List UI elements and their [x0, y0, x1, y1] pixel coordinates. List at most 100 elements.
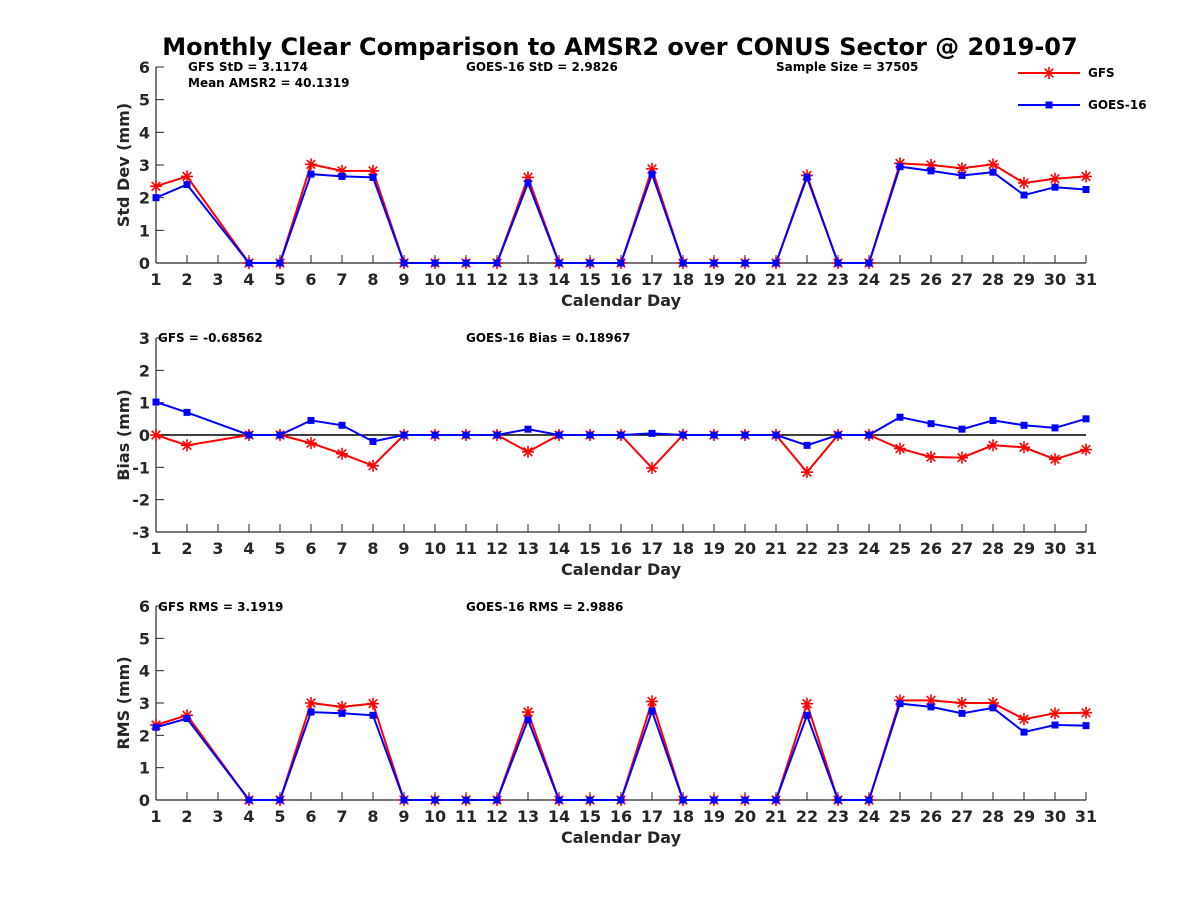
data-point — [956, 697, 968, 709]
x-tick-label: 21 — [765, 807, 787, 826]
legend-marker-gfs — [1043, 67, 1055, 79]
x-tick-label: 4 — [243, 270, 254, 289]
x-tick-label: 11 — [455, 807, 477, 826]
x-tick-label: 23 — [827, 807, 849, 826]
data-point — [245, 431, 253, 439]
data-point — [1020, 191, 1028, 199]
x-axis-label: Calendar Day — [561, 828, 682, 847]
data-point — [524, 179, 532, 187]
stat-annotation: Mean AMSR2 = 40.1319 — [188, 76, 349, 90]
data-point — [927, 167, 935, 175]
y-tick-label: 4 — [139, 662, 150, 681]
data-point — [338, 421, 346, 429]
data-point — [1018, 441, 1030, 454]
data-point — [1082, 415, 1090, 423]
y-tick-label: 4 — [139, 123, 150, 142]
x-tick-label: 2 — [181, 270, 192, 289]
data-point — [305, 437, 317, 450]
x-tick-label: 25 — [889, 539, 911, 558]
data-point — [555, 259, 563, 267]
data-point — [586, 796, 594, 804]
data-point — [710, 431, 718, 439]
x-tick-label: 28 — [982, 270, 1004, 289]
series-goes16 — [152, 398, 1090, 449]
data-point — [524, 716, 532, 724]
data-point — [648, 429, 656, 437]
data-point — [896, 700, 904, 708]
x-tick-label: 21 — [765, 270, 787, 289]
x-tick-label: 3 — [212, 539, 223, 558]
x-tick-label: 16 — [610, 807, 632, 826]
x-tick-label: 10 — [424, 270, 446, 289]
legend-square-marker — [1045, 101, 1053, 109]
x-tick-label: 18 — [672, 270, 694, 289]
data-point — [276, 796, 284, 804]
stat-annotation: GOES-16 Bias = 0.18967 — [466, 331, 630, 345]
data-point — [367, 697, 379, 710]
data-point — [183, 715, 191, 723]
x-tick-label: 28 — [982, 539, 1004, 558]
data-point — [958, 709, 966, 717]
x-tick-label: 13 — [517, 539, 539, 558]
y-tick-label: 0 — [139, 254, 150, 273]
data-point — [307, 416, 315, 424]
x-tick-label: 18 — [672, 539, 694, 558]
data-point — [803, 441, 811, 449]
data-point — [896, 163, 904, 171]
x-tick-label: 8 — [367, 270, 378, 289]
data-point — [646, 695, 658, 708]
data-point — [369, 711, 377, 719]
data-point — [648, 707, 656, 715]
series-goes16 — [152, 700, 1090, 804]
data-point — [152, 723, 160, 731]
x-tick-label: 9 — [398, 539, 409, 558]
series-line — [155, 401, 1087, 447]
data-point — [741, 259, 749, 267]
data-point — [927, 420, 935, 428]
data-point — [801, 466, 813, 479]
data-point — [925, 450, 937, 463]
data-point — [524, 425, 532, 433]
data-point — [431, 431, 439, 439]
data-point — [896, 413, 904, 421]
data-point — [1020, 421, 1028, 429]
data-point — [462, 259, 470, 267]
x-tick-label: 5 — [274, 270, 285, 289]
data-point — [741, 796, 749, 804]
x-tick-label: 31 — [1075, 270, 1097, 289]
y-tick-label: 2 — [139, 726, 150, 745]
stat-annotation: GOES-16 RMS = 2.9886 — [466, 600, 623, 614]
data-point — [493, 259, 501, 267]
x-tick-label: 15 — [579, 807, 601, 826]
data-point — [522, 445, 534, 458]
data-point — [710, 259, 718, 267]
data-point — [367, 164, 379, 177]
data-point — [586, 259, 594, 267]
data-point — [493, 796, 501, 804]
x-tick-label: 9 — [398, 270, 409, 289]
data-point — [617, 259, 625, 267]
data-point — [369, 437, 377, 445]
x-tick-label: 12 — [486, 807, 508, 826]
x-tick-label: 29 — [1013, 270, 1035, 289]
x-tick-label: 24 — [858, 270, 880, 289]
x-tick-label: 5 — [274, 807, 285, 826]
x-tick-label: 11 — [455, 539, 477, 558]
x-tick-label: 26 — [920, 539, 942, 558]
data-point — [958, 171, 966, 179]
data-point — [305, 158, 317, 171]
x-tick-label: 20 — [734, 539, 756, 558]
x-tick-label: 15 — [579, 270, 601, 289]
data-point — [1080, 443, 1092, 456]
x-tick-label: 21 — [765, 539, 787, 558]
x-tick-label: 19 — [703, 270, 725, 289]
data-point — [1051, 424, 1059, 432]
data-point — [181, 439, 193, 452]
x-tick-label: 24 — [858, 539, 880, 558]
x-tick-label: 10 — [424, 539, 446, 558]
x-tick-label: 31 — [1075, 539, 1097, 558]
x-tick-label: 30 — [1044, 270, 1066, 289]
